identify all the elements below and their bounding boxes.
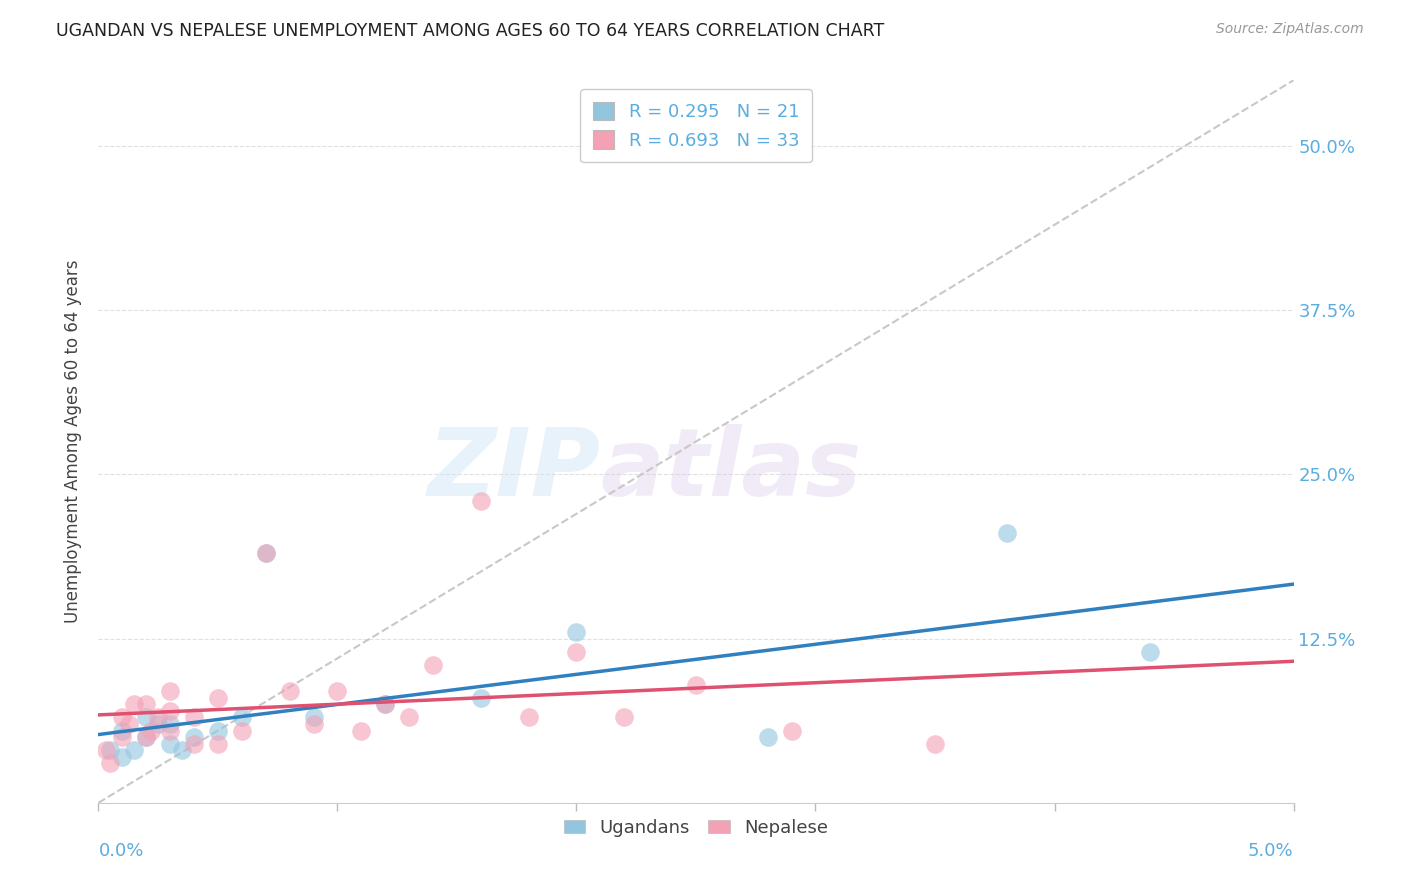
Point <box>94 743 117 757</box>
Point <box>183 730 205 744</box>
Point <box>231 723 253 738</box>
Point <box>780 723 803 738</box>
Point <box>924 737 946 751</box>
Point <box>422 657 444 672</box>
Text: UGANDAN VS NEPALESE UNEMPLOYMENT AMONG AGES 60 TO 64 YEARS CORRELATION CHART: UGANDAN VS NEPALESE UNEMPLOYMENT AMONG A… <box>56 22 884 40</box>
Point <box>565 645 588 659</box>
Point <box>183 737 205 751</box>
Point <box>172 743 194 757</box>
Point <box>302 710 325 724</box>
Point <box>159 723 181 738</box>
Y-axis label: Unemployment Among Ages 60 to 64 years: Unemployment Among Ages 60 to 64 years <box>65 260 83 624</box>
Point <box>98 756 122 771</box>
Text: 0.0%: 0.0% <box>98 842 143 860</box>
Point <box>135 710 157 724</box>
Text: 5.0%: 5.0% <box>1249 842 1294 860</box>
Point <box>139 723 162 738</box>
Point <box>517 710 540 724</box>
Point <box>111 730 134 744</box>
Point <box>148 717 170 731</box>
Point <box>135 730 157 744</box>
Point <box>470 493 492 508</box>
Point <box>148 710 170 724</box>
Point <box>207 690 229 705</box>
Point <box>398 710 420 724</box>
Point <box>124 698 146 712</box>
Point <box>1139 645 1161 659</box>
Point <box>159 704 181 718</box>
Point <box>159 717 181 731</box>
Point <box>254 546 277 560</box>
Point <box>374 698 396 712</box>
Point <box>254 546 277 560</box>
Point <box>350 723 373 738</box>
Text: atlas: atlas <box>600 425 862 516</box>
Point <box>470 690 492 705</box>
Point <box>278 684 301 698</box>
Point <box>111 749 134 764</box>
Point <box>207 737 229 751</box>
Point <box>135 698 157 712</box>
Point <box>995 526 1018 541</box>
Point <box>685 677 707 691</box>
Point <box>98 743 122 757</box>
Point <box>565 625 588 640</box>
Point <box>118 717 141 731</box>
Point <box>231 710 253 724</box>
Point <box>302 717 325 731</box>
Text: Source: ZipAtlas.com: Source: ZipAtlas.com <box>1216 22 1364 37</box>
Point <box>135 730 157 744</box>
Point <box>374 698 396 712</box>
Point <box>207 723 229 738</box>
Point <box>111 723 134 738</box>
Point <box>756 730 779 744</box>
Point <box>124 743 146 757</box>
Point <box>159 737 181 751</box>
Point <box>111 710 134 724</box>
Text: ZIP: ZIP <box>427 425 600 516</box>
Point <box>613 710 636 724</box>
Point <box>183 710 205 724</box>
Point <box>326 684 349 698</box>
Legend: Ugandans, Nepalese: Ugandans, Nepalese <box>557 812 835 845</box>
Point <box>159 684 181 698</box>
